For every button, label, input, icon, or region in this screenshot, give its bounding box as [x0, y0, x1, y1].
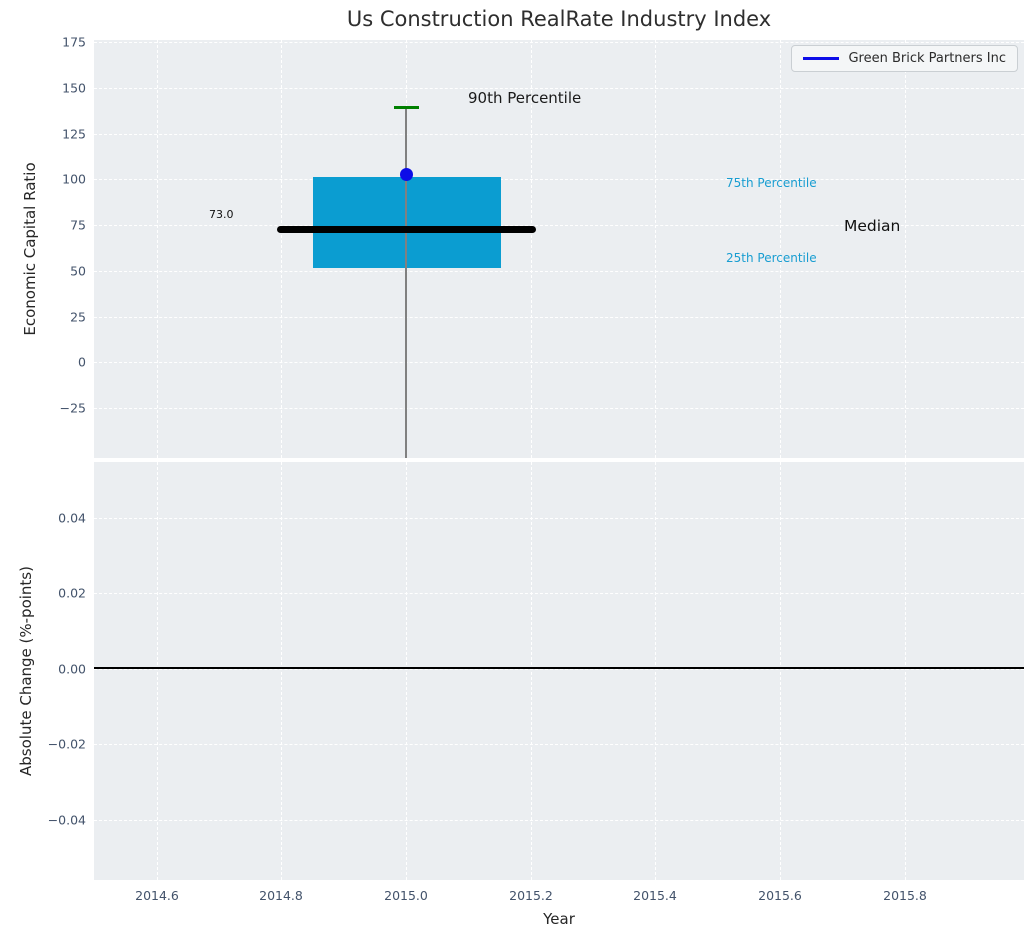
x-axis-label: Year [543, 910, 575, 928]
ytick-label: −0.04 [47, 812, 86, 828]
gridline [94, 271, 1024, 272]
ytick-label: 150 [62, 80, 86, 96]
legend-label: Green Brick Partners Inc [848, 51, 1006, 66]
gridline [655, 462, 656, 880]
median-value-label: 73.0 [209, 208, 234, 221]
gridline [905, 40, 906, 458]
gridline [94, 134, 1024, 135]
gridline [94, 42, 1024, 43]
gridline [94, 179, 1024, 180]
gridline [157, 40, 158, 458]
ytick-label: 100 [62, 171, 86, 187]
ytick-label: 0.00 [58, 661, 86, 677]
ytick-label: −0.02 [47, 736, 86, 752]
ytick-label: 125 [62, 126, 86, 142]
xtick-label: 2015.0 [384, 888, 428, 903]
gridline [94, 225, 1024, 226]
ytick-label: 175 [62, 34, 86, 50]
gridline [905, 462, 906, 880]
ytick-label: 0.02 [58, 585, 86, 601]
ytick-label: 0.04 [58, 510, 86, 526]
gridline [157, 462, 158, 880]
gridline [94, 669, 1024, 670]
gridline [94, 593, 1024, 594]
xtick-label: 2015.8 [883, 888, 927, 903]
p75-annotation: 75th Percentile [726, 176, 817, 190]
ytick-label: 75 [70, 217, 86, 233]
ytick-label: −25 [59, 400, 86, 416]
zero-reference-line [94, 667, 1024, 669]
ytick-label: 50 [70, 263, 86, 279]
gridline [94, 820, 1024, 821]
median-line [277, 226, 536, 233]
xtick-label: 2014.8 [259, 888, 303, 903]
gridline [281, 40, 282, 458]
gridline [94, 88, 1024, 89]
gridline [655, 40, 656, 458]
gridline [531, 40, 532, 458]
xtick-label: 2015.6 [758, 888, 802, 903]
company-marker [400, 168, 413, 181]
median-annotation: Median [844, 217, 901, 235]
gridline [94, 362, 1024, 363]
xtick-label: 2015.4 [633, 888, 677, 903]
p90-annotation: 90th Percentile [468, 89, 582, 107]
gridline [780, 40, 781, 458]
legend: Green Brick Partners Inc [791, 45, 1018, 72]
gridline [94, 408, 1024, 409]
p90-whisker-cap [394, 106, 419, 109]
whisker-line [405, 107, 407, 458]
iqr-box [313, 177, 501, 268]
p25-annotation: 25th Percentile [726, 251, 817, 265]
gridline [780, 462, 781, 880]
xtick-label: 2015.2 [509, 888, 553, 903]
legend-line-swatch [803, 57, 840, 60]
ytick-label: 0 [78, 354, 86, 370]
top-axes: 90th Percentile 73.0 75th Percentile Med… [94, 40, 1024, 458]
ytick-label: 25 [70, 309, 86, 325]
gridline [281, 462, 282, 880]
gridline [94, 317, 1024, 318]
bottom-axes [94, 462, 1024, 880]
gridline [406, 462, 407, 880]
xtick-label: 2014.6 [135, 888, 179, 903]
chart-title: Us Construction RealRate Industry Index [346, 7, 772, 31]
gridline [94, 518, 1024, 519]
gridline [531, 462, 532, 880]
gridline [94, 744, 1024, 745]
